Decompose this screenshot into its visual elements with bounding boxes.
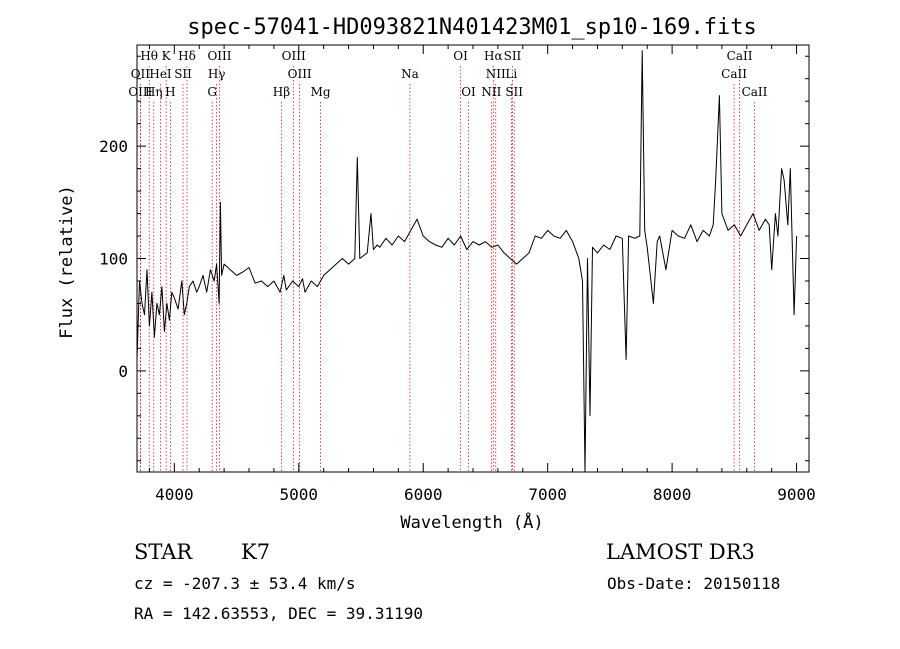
spectral-line-label: H [165,85,175,99]
spectral-line-label: K [162,49,172,63]
x-tick-label: 9000 [777,485,816,504]
spectral-line-label: Na [401,67,419,81]
spectral-line-label: SII [174,67,192,81]
x-tick-label: 5000 [280,485,319,504]
spectral-line-label: OIII [128,85,152,99]
coordinates: RA = 142.63553, DEC = 39.31190 [134,604,423,623]
spectral-line-label: OI [453,49,468,63]
y-tick-label: 0 [118,362,128,381]
spectral-line-label: NII [481,85,501,99]
spectral-line-label: OIII [207,49,231,63]
obs-date: Obs-Date: 20150118 [607,574,780,593]
x-tick-label: 7000 [528,485,567,504]
spectral-line-label: CaII [742,85,768,99]
spectral-line-label: Hη [145,85,163,99]
x-tick-label: 6000 [404,485,443,504]
spectral-line-label: SII [505,85,523,99]
y-axis: 0 100 200 [99,55,809,462]
x-tick-label: 8000 [653,485,692,504]
spectral-line-label: OII [131,67,151,81]
spectral-line-label: Hδ [178,49,196,63]
spectral-line-label: Li [505,67,517,81]
chart-title: spec-57041-HD093821N401423M01_sp10-169.f… [187,15,757,40]
spectral-line-label: Hγ [208,67,226,81]
spectral-line-label: G [207,85,217,99]
y-tick-label: 200 [99,137,128,156]
spectral-line-label: OI [461,85,476,99]
survey-name: LAMOST DR3 [606,540,755,564]
x-axis-label: Wavelength (Å) [400,511,543,533]
spectral-line-label: Mg [311,85,331,99]
y-axis-label: Flux (relative) [57,185,77,339]
spectrum-line [136,50,798,473]
spectral-line-label: HeI [149,67,172,81]
x-tick-label: 4000 [155,485,194,504]
plot-frame [136,44,810,473]
object-subclass: K7 [241,540,270,564]
spectral-line-label: NII [486,67,506,81]
spectral-line-label: OIII [288,67,312,81]
spectral-line-label: OIII [282,49,306,63]
spectral-line-label: CaII [727,49,753,63]
redshift-text: cz = -207.3 ± 53.4 km/s [134,574,356,593]
object-class: STAR [134,540,193,564]
spectral-line-label: CaII [721,67,747,81]
spectral-line-label: Hβ [273,85,290,99]
x-axis: 4000 5000 6000 7000 8000 9000 [148,45,816,504]
y-tick-label: 100 [99,250,128,269]
spectrum-series [136,50,798,473]
spectral-line-label: Hθ [140,49,158,63]
spectral-line-label: Hα [484,49,503,63]
spectral-line-label: SII [504,49,522,63]
